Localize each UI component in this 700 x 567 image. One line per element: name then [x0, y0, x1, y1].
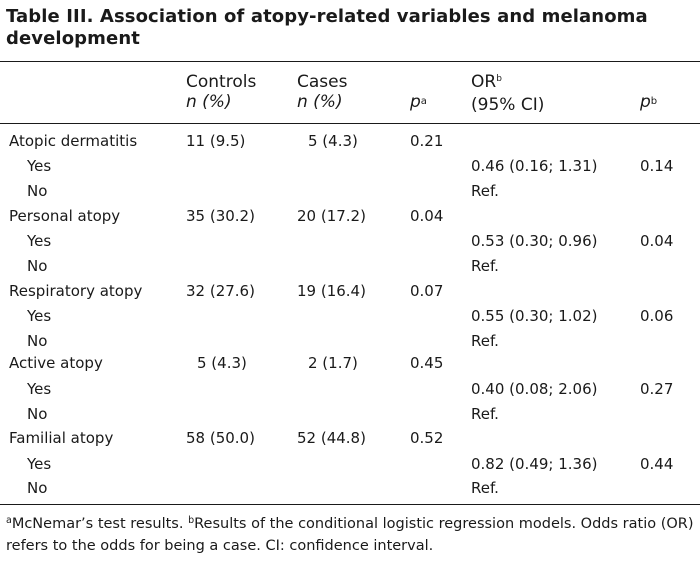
- or-value: 0.40 (0.08; 2.06): [471, 380, 598, 398]
- p2-value: 0.44: [640, 455, 674, 473]
- row-label: Personal atopy: [9, 207, 121, 225]
- or-value: 0.53 (0.30; 0.96): [471, 232, 598, 250]
- row-label: No: [27, 182, 48, 200]
- controls-value: 35 (30.2): [186, 207, 255, 225]
- top-rule: [0, 61, 700, 62]
- or-value: 0.55 (0.30; 1.02): [471, 307, 598, 325]
- p2-value: 0.27: [640, 380, 674, 398]
- footnote-a-text: McNemar’s test results.: [11, 516, 189, 532]
- row-label: Yes: [27, 157, 52, 175]
- row-label: No: [27, 479, 48, 497]
- or-value: Ref.: [471, 182, 499, 200]
- p-value: 0.45: [410, 354, 444, 372]
- header-p-sup: a: [420, 96, 427, 107]
- header-or-sub: (95% CI): [471, 95, 545, 115]
- footnote-a-marker: a: [6, 515, 12, 526]
- footnote-b-text: Results of the conditional logistic regr…: [6, 516, 694, 554]
- table-footnote: aMcNemar’s test results. bResults of the…: [6, 513, 696, 557]
- header-p: pa: [410, 92, 427, 112]
- or-value: Ref.: [471, 405, 499, 423]
- cases-value: 2 (1.7): [308, 354, 358, 372]
- p-value: 0.04: [410, 207, 444, 225]
- row-label: Yes: [27, 232, 52, 250]
- header-controls-label: Controls: [186, 72, 257, 92]
- header-rule: [0, 123, 700, 124]
- header-p2: pb: [640, 92, 657, 112]
- row-label: No: [27, 257, 48, 275]
- controls-value: 11 (9.5): [186, 132, 246, 150]
- row-label: Atopic dermatitis: [9, 132, 138, 150]
- p2-value: 0.06: [640, 307, 674, 325]
- bottom-rule: [0, 504, 700, 505]
- row-label: Yes: [27, 307, 52, 325]
- header-cases: Cases n (%): [297, 72, 347, 112]
- header-controls: Controls n (%): [186, 72, 256, 112]
- or-value: Ref.: [471, 332, 499, 350]
- or-value: 0.82 (0.49; 1.36): [471, 455, 598, 473]
- cases-value: 5 (4.3): [308, 132, 358, 150]
- row-label: No: [27, 405, 48, 423]
- or-value: Ref.: [471, 257, 499, 275]
- row-label: Yes: [27, 380, 52, 398]
- p2-value: 0.04: [640, 232, 674, 250]
- controls-value: 5 (4.3): [197, 354, 247, 372]
- controls-value: 32 (27.6): [186, 282, 255, 300]
- p-value: 0.52: [410, 429, 444, 447]
- table-title: Table III. Association of atopy-related …: [6, 6, 648, 49]
- row-label: Respiratory atopy: [9, 282, 143, 300]
- cases-value: 20 (17.2): [297, 207, 366, 225]
- header-p2-label: p: [640, 92, 651, 112]
- or-value: 0.46 (0.16; 1.31): [471, 157, 598, 175]
- cases-value: 52 (44.8): [297, 429, 366, 447]
- header-p2-sup: b: [650, 96, 658, 107]
- cases-value: 19 (16.4): [297, 282, 366, 300]
- header-or: ORb (95% CI): [471, 72, 544, 115]
- footnote-b-marker: b: [188, 515, 195, 526]
- p2-value: 0.14: [640, 157, 674, 175]
- header-cases-label: Cases: [297, 72, 348, 92]
- row-label: Familial atopy: [9, 429, 114, 447]
- header-controls-sub: n (%): [186, 92, 232, 112]
- controls-value: 58 (50.0): [186, 429, 255, 447]
- header-or-label: OR: [471, 72, 497, 92]
- or-value: Ref.: [471, 479, 499, 497]
- row-label: Active atopy: [9, 354, 103, 372]
- p-value: 0.07: [410, 282, 444, 300]
- row-label: No: [27, 332, 48, 350]
- header-cases-sub: n (%): [297, 92, 343, 112]
- row-label: Yes: [27, 455, 52, 473]
- header-p-label: p: [410, 92, 421, 112]
- p-value: 0.21: [410, 132, 444, 150]
- header-or-sup: b: [496, 74, 502, 84]
